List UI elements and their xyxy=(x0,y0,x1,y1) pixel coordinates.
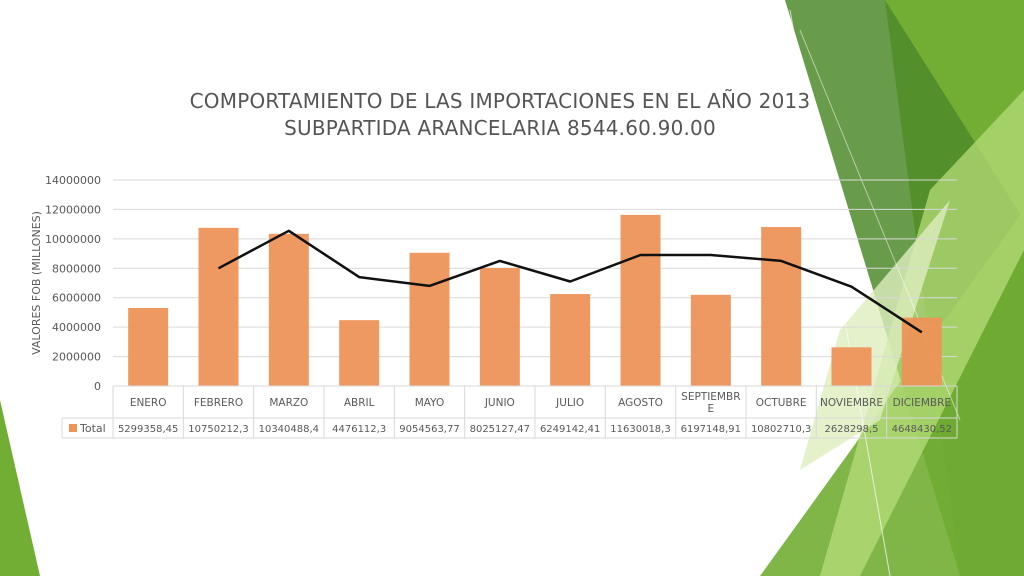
data-value-label: 10802710,3 xyxy=(751,424,811,435)
category-label: E xyxy=(708,403,715,415)
y-tick-label: 14000000 xyxy=(45,174,101,187)
category-label: ABRIL xyxy=(344,397,375,409)
data-value-label: 4648430,52 xyxy=(892,424,952,435)
trendline-path xyxy=(217,229,923,334)
bar xyxy=(409,252,450,386)
bar xyxy=(479,267,520,386)
category-label: AGOSTO xyxy=(618,397,663,409)
category-label: JULIO xyxy=(555,397,584,409)
y-tick-label: 2000000 xyxy=(52,351,101,364)
trendline xyxy=(217,229,923,334)
data-value-label: 2628298,5 xyxy=(824,424,878,435)
category-label: MARZO xyxy=(269,397,308,409)
category-label: FEBRERO xyxy=(194,397,243,409)
bar xyxy=(339,320,380,386)
y-tick-label: 6000000 xyxy=(52,292,101,305)
category-label: SEPTIEMBR xyxy=(681,391,740,403)
deco-white-line xyxy=(789,9,891,576)
y-axis-label: VALORES FOB (MILLONES) xyxy=(30,211,43,355)
chart-plot-area: 0 2000000 4000000 6000000 8000000 10000000 120… xyxy=(30,174,958,439)
data-table: Total ENERO 5299358,45 FEBRERO 10750212,3 MAR… xyxy=(61,385,958,439)
data-value-label: 4476112,3 xyxy=(332,424,386,435)
y-tick-label: 12000000 xyxy=(45,203,101,216)
deco-left-green-corner xyxy=(0,400,40,576)
bar xyxy=(550,294,591,386)
bar xyxy=(198,227,239,386)
data-value-label: 6249142,41 xyxy=(540,424,600,435)
category-label: ENERO xyxy=(130,397,167,409)
y-axis-ticks: 0 2000000 4000000 6000000 8000000 10000000 120… xyxy=(45,174,101,393)
category-label: MAYO xyxy=(415,397,445,409)
deco-pale-green-shard xyxy=(800,200,950,470)
bar-series-total xyxy=(128,214,942,386)
data-value-label: 6197148,91 xyxy=(681,424,741,435)
y-tick-label: 0 xyxy=(94,380,101,393)
legend-swatch-total xyxy=(69,424,77,432)
bar xyxy=(690,294,731,386)
data-value-label: 9054563,77 xyxy=(399,424,459,435)
data-value-label: 8025127,47 xyxy=(470,424,530,435)
y-tick-label: 8000000 xyxy=(52,262,101,275)
bar xyxy=(128,308,169,386)
y-tick-label: 4000000 xyxy=(52,321,101,334)
category-label: OCTUBRE xyxy=(756,397,807,409)
data-value-label: 5299358,45 xyxy=(118,424,178,435)
category-label: JUNIO xyxy=(484,397,515,409)
data-value-label: 10750212,3 xyxy=(188,424,248,435)
chart-title-line-2: SUBPARTIDA ARANCELARIA 8544.60.90.00 xyxy=(284,116,716,140)
data-value-label: 11630018,3 xyxy=(610,424,670,435)
y-tick-label: 10000000 xyxy=(45,233,101,246)
category-label: NOVIEMBRE xyxy=(820,397,883,409)
chart-title-line-1: COMPORTAMIENTO DE LAS IMPORTACIONES EN E… xyxy=(189,89,811,113)
table-row-header: Total xyxy=(79,422,106,435)
data-value-label: 10340488,4 xyxy=(259,424,319,435)
bar xyxy=(620,214,661,386)
bar xyxy=(901,317,942,386)
category-label: DICIEMBRE xyxy=(893,397,951,409)
bar xyxy=(268,233,309,386)
gridlines xyxy=(113,179,957,387)
bar xyxy=(761,227,802,386)
bar xyxy=(831,347,872,386)
